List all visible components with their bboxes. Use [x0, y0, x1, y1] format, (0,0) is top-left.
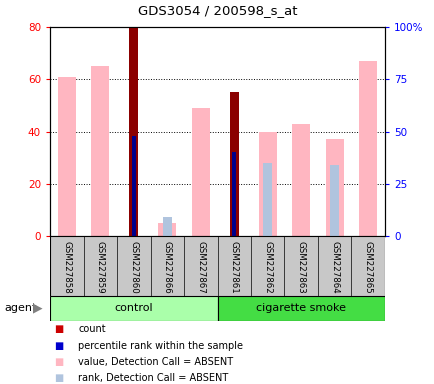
- Text: GSM227864: GSM227864: [329, 241, 339, 294]
- Bar: [358, 61, 377, 236]
- Bar: [191, 108, 210, 236]
- Bar: [158, 223, 176, 236]
- Bar: [57, 76, 76, 236]
- Text: GSM227859: GSM227859: [95, 241, 105, 293]
- Text: control: control: [114, 303, 153, 313]
- Text: GDS3054 / 200598_s_at: GDS3054 / 200598_s_at: [138, 4, 296, 17]
- Bar: [258, 131, 276, 236]
- Text: GSM227861: GSM227861: [229, 241, 238, 294]
- Text: GSM227866: GSM227866: [162, 241, 171, 294]
- Bar: [329, 165, 339, 236]
- Text: GSM227867: GSM227867: [196, 241, 205, 294]
- Bar: [217, 296, 384, 321]
- Text: ■: ■: [54, 357, 63, 367]
- Text: ■: ■: [54, 324, 63, 334]
- Text: GSM227863: GSM227863: [296, 241, 305, 294]
- Bar: [232, 152, 236, 236]
- Bar: [263, 163, 272, 236]
- Text: ■: ■: [54, 341, 63, 351]
- Text: percentile rank within the sample: percentile rank within the sample: [78, 341, 243, 351]
- Text: count: count: [78, 324, 106, 334]
- Text: agent: agent: [4, 303, 36, 313]
- Text: GSM227862: GSM227862: [263, 241, 272, 294]
- Text: value, Detection Call = ABSENT: value, Detection Call = ABSENT: [78, 357, 233, 367]
- Bar: [325, 139, 343, 236]
- Bar: [129, 27, 138, 236]
- Text: cigarette smoke: cigarette smoke: [256, 303, 345, 313]
- Bar: [291, 124, 310, 236]
- Bar: [162, 217, 171, 236]
- Text: GSM227865: GSM227865: [363, 241, 372, 294]
- Bar: [50, 296, 217, 321]
- Text: GSM227860: GSM227860: [129, 241, 138, 294]
- Text: ▶: ▶: [33, 302, 42, 314]
- Bar: [132, 136, 135, 236]
- Bar: [229, 92, 238, 236]
- Text: GSM227858: GSM227858: [62, 241, 71, 294]
- Text: ■: ■: [54, 373, 63, 383]
- Text: rank, Detection Call = ABSENT: rank, Detection Call = ABSENT: [78, 373, 228, 383]
- Bar: [91, 66, 109, 236]
